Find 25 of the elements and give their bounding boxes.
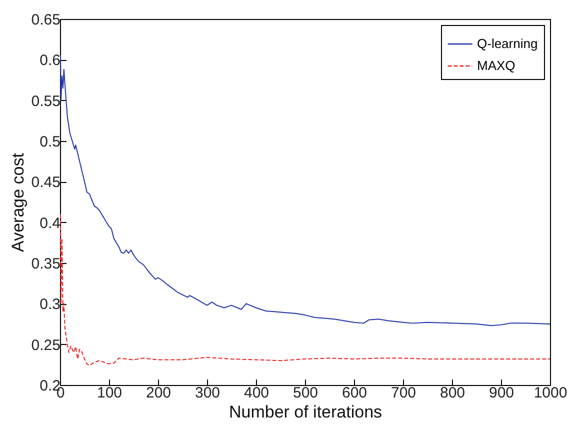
y-tick-label: 0.4	[40, 214, 60, 232]
y-tick-label: 0.25	[31, 336, 60, 354]
line-series	[60, 214, 550, 366]
x-tick-label: 100	[96, 384, 122, 402]
legend-label: MAXQ	[477, 58, 516, 73]
y-axis-title: Average cost	[8, 152, 28, 252]
x-tick-label: 600	[342, 384, 368, 402]
y-tick-label: 0.45	[31, 174, 60, 192]
y-tick-label: 0.5	[40, 134, 60, 150]
x-tick-label: 300	[194, 384, 220, 402]
x-tick-label: 800	[440, 384, 466, 402]
x-tick-label: 400	[244, 384, 270, 402]
y-tick-label: 0.55	[31, 92, 60, 110]
y-tick-label: 0.6	[40, 52, 60, 70]
x-tick-label: 700	[390, 384, 416, 402]
x-tick-label: 1000	[534, 384, 568, 402]
legend-label: Q-learning	[477, 36, 538, 51]
y-tick-label: 0.3	[40, 296, 60, 314]
y-tick-label: 0.35	[31, 256, 60, 272]
x-tick-label: 500	[292, 384, 318, 402]
x-tick-label: 900	[488, 384, 514, 402]
y-tick-label: 0.65	[31, 12, 60, 28]
line-series	[60, 55, 550, 326]
x-axis-title: Number of iterations	[228, 402, 382, 422]
x-tick-label: 200	[146, 384, 172, 402]
